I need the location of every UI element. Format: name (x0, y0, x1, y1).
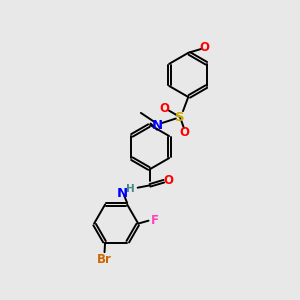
Text: F: F (150, 214, 158, 226)
Text: S: S (175, 110, 185, 124)
Text: N: N (152, 119, 163, 132)
Text: Br: Br (97, 253, 112, 266)
Text: O: O (200, 41, 209, 54)
Text: O: O (163, 173, 173, 187)
Text: O: O (160, 102, 170, 115)
Text: H: H (127, 184, 135, 194)
Text: N: N (116, 187, 128, 200)
Text: O: O (179, 126, 190, 139)
